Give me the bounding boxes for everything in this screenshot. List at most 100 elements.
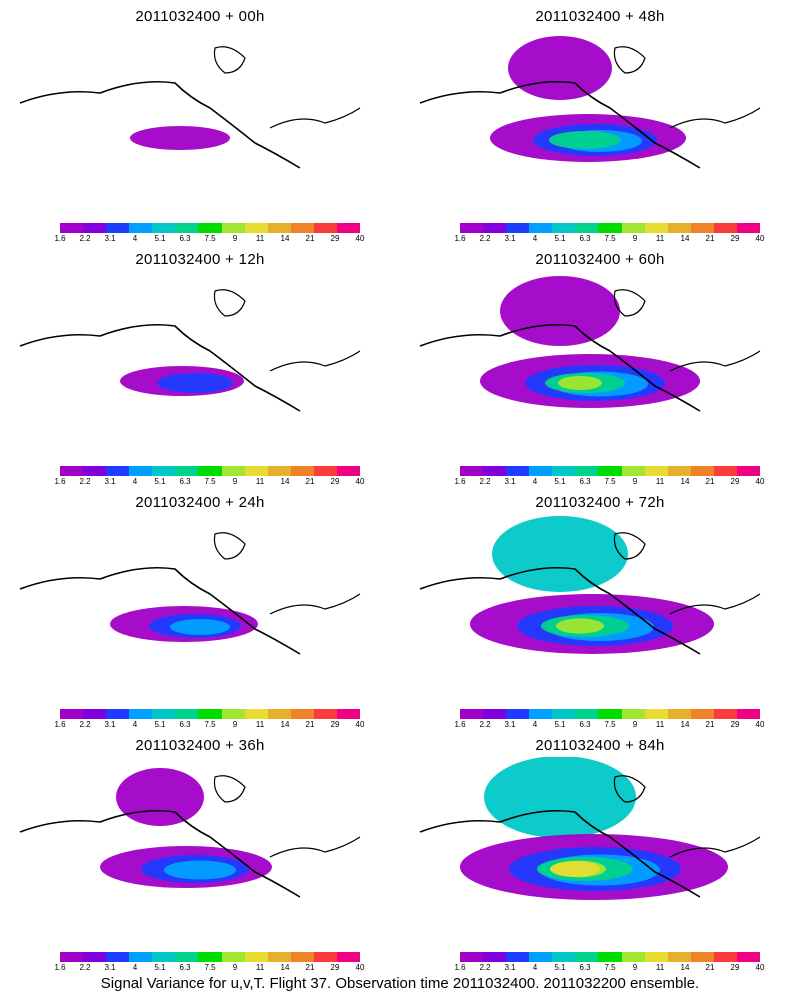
colorbar [60, 709, 361, 719]
panel-title: 2011032400 + 72h [535, 494, 665, 511]
colorbar-labels: 1.6 2.2 3.1 4 5.1 6.3 7.5 9 11 14 21 29 40 [50, 720, 370, 730]
colorbar-tick-label: 4 [132, 720, 138, 729]
colorbar-tick-label: 29 [330, 234, 340, 243]
colorbar-tick-label: 29 [730, 720, 740, 729]
colorbar-swatch [267, 709, 291, 719]
colorbar [60, 223, 361, 233]
colorbar-tick-label: 7.5 [204, 963, 216, 972]
map-panel: 2011032400 + 60h 1.6 2.2 3.1 4 5.1 6.3 7.5 9 11 14… [400, 243, 800, 486]
colorbar-swatch [152, 466, 176, 476]
colorbar-tick-label: 1.6 [454, 234, 466, 243]
colorbar-swatch [690, 952, 714, 962]
colorbar-tick-label: 14 [680, 477, 690, 486]
colorbar-tick-label: 3.1 [504, 234, 516, 243]
colorbar-tick-label: 1.6 [54, 234, 66, 243]
colorbar-tick-label: 6.3 [579, 720, 591, 729]
colorbar-tick-label: 21 [305, 234, 315, 243]
polar-map [19, 46, 361, 169]
colorbar-tick-label: 6.3 [179, 963, 191, 972]
colorbar-swatch [644, 466, 668, 476]
colorbar-tick-label: 1.6 [54, 963, 66, 972]
colorbar-tick-label: 7.5 [204, 477, 216, 486]
colorbar-swatch [129, 952, 153, 962]
colorbar-swatch [621, 466, 645, 476]
colorbar-tick-label: 5.1 [154, 234, 166, 243]
colorbar-tick-label: 2.2 [479, 234, 491, 243]
variance-contour [492, 516, 628, 592]
colorbar-swatch [690, 223, 714, 233]
colorbar-swatch [60, 952, 84, 962]
colorbar-swatch [506, 709, 530, 719]
colorbar-tick-label: 14 [680, 963, 690, 972]
colorbar-tick-label: 5.1 [154, 720, 166, 729]
colorbar-swatch [667, 466, 691, 476]
colorbar-swatch [529, 709, 553, 719]
coastline [213, 775, 246, 803]
colorbar-swatch [644, 709, 668, 719]
colorbar-swatch [267, 223, 291, 233]
colorbar-swatch [244, 466, 268, 476]
colorbar-tick-label: 9 [232, 477, 238, 486]
variance-contour [164, 860, 236, 880]
colorbar-tick-label: 5.1 [554, 477, 566, 486]
panel-title: 2011032400 + 60h [535, 251, 665, 268]
colorbar-swatch [244, 223, 268, 233]
colorbar-tick-label: 21 [705, 720, 715, 729]
map-panel: 2011032400 + 72h 1.6 2.2 3.1 4 5.1 6.3 7.5 9 11 14… [400, 486, 800, 729]
colorbar-tick-label: 4 [132, 234, 138, 243]
colorbar-tick-label: 6.3 [179, 234, 191, 243]
colorbar-swatch [552, 223, 576, 233]
colorbar [60, 952, 361, 962]
colorbar-tick-label: 4 [532, 720, 538, 729]
coastline [613, 46, 646, 74]
coastline [269, 107, 361, 129]
colorbar-tick-label: 6.3 [579, 234, 591, 243]
colorbar-tick-label: 3.1 [104, 963, 116, 972]
colorbar [460, 466, 761, 476]
colorbar-labels: 1.6 2.2 3.1 4 5.1 6.3 7.5 9 11 14 21 29 40 [50, 234, 370, 244]
variance-contour [116, 768, 204, 826]
map-panel: 2011032400 + 00h 1.6 2.2 3.1 4 5.1 6.3 7.5 9 11 14… [0, 0, 400, 243]
coastline [613, 775, 646, 803]
colorbar-swatch [175, 223, 199, 233]
colorbar-labels: 1.6 2.2 3.1 4 5.1 6.3 7.5 9 11 14 21 29 40 [450, 720, 770, 730]
colorbar-swatch [83, 952, 107, 962]
colorbar-swatch [460, 466, 484, 476]
colorbar-tick-label: 2.2 [479, 963, 491, 972]
colorbar-tick-label: 29 [730, 234, 740, 243]
colorbar-swatch [460, 709, 484, 719]
colorbar-tick-label: 3.1 [504, 477, 516, 486]
colorbar-tick-label: 21 [305, 963, 315, 972]
colorbar-swatch [460, 952, 484, 962]
variance-contour [130, 126, 230, 150]
colorbar-tick-label: 9 [632, 963, 638, 972]
colorbar-tick-label: 14 [280, 963, 290, 972]
colorbar-swatch [552, 466, 576, 476]
colorbar-swatch [313, 223, 337, 233]
panel-title: 2011032400 + 00h [135, 8, 265, 25]
colorbar-swatch [244, 709, 268, 719]
colorbar-tick-label: 7.5 [604, 477, 616, 486]
colorbar-tick-label: 1.6 [54, 720, 66, 729]
colorbar-swatch [690, 466, 714, 476]
colorbar-tick-label: 11 [655, 720, 665, 729]
colorbar-swatch [713, 709, 737, 719]
colorbar-swatch [198, 223, 222, 233]
coastline [419, 809, 701, 898]
colorbar-tick-label: 29 [730, 477, 740, 486]
colorbar-swatch [336, 466, 361, 476]
colorbar-swatch [483, 952, 507, 962]
coastline [269, 350, 361, 372]
colorbar-swatch [529, 223, 553, 233]
colorbar-swatch [667, 952, 691, 962]
colorbar-swatch [313, 709, 337, 719]
colorbar-tick-label: 14 [280, 720, 290, 729]
colorbar-tick-label: 7.5 [604, 234, 616, 243]
colorbar-tick-label: 3.1 [104, 720, 116, 729]
colorbar-tick-label: 2.2 [79, 234, 91, 243]
colorbar-swatch [290, 709, 314, 719]
colorbar-swatch [313, 952, 337, 962]
colorbar-tick-label: 4 [132, 963, 138, 972]
colorbar-swatch [667, 709, 691, 719]
colorbar-tick-label: 1.6 [54, 477, 66, 486]
